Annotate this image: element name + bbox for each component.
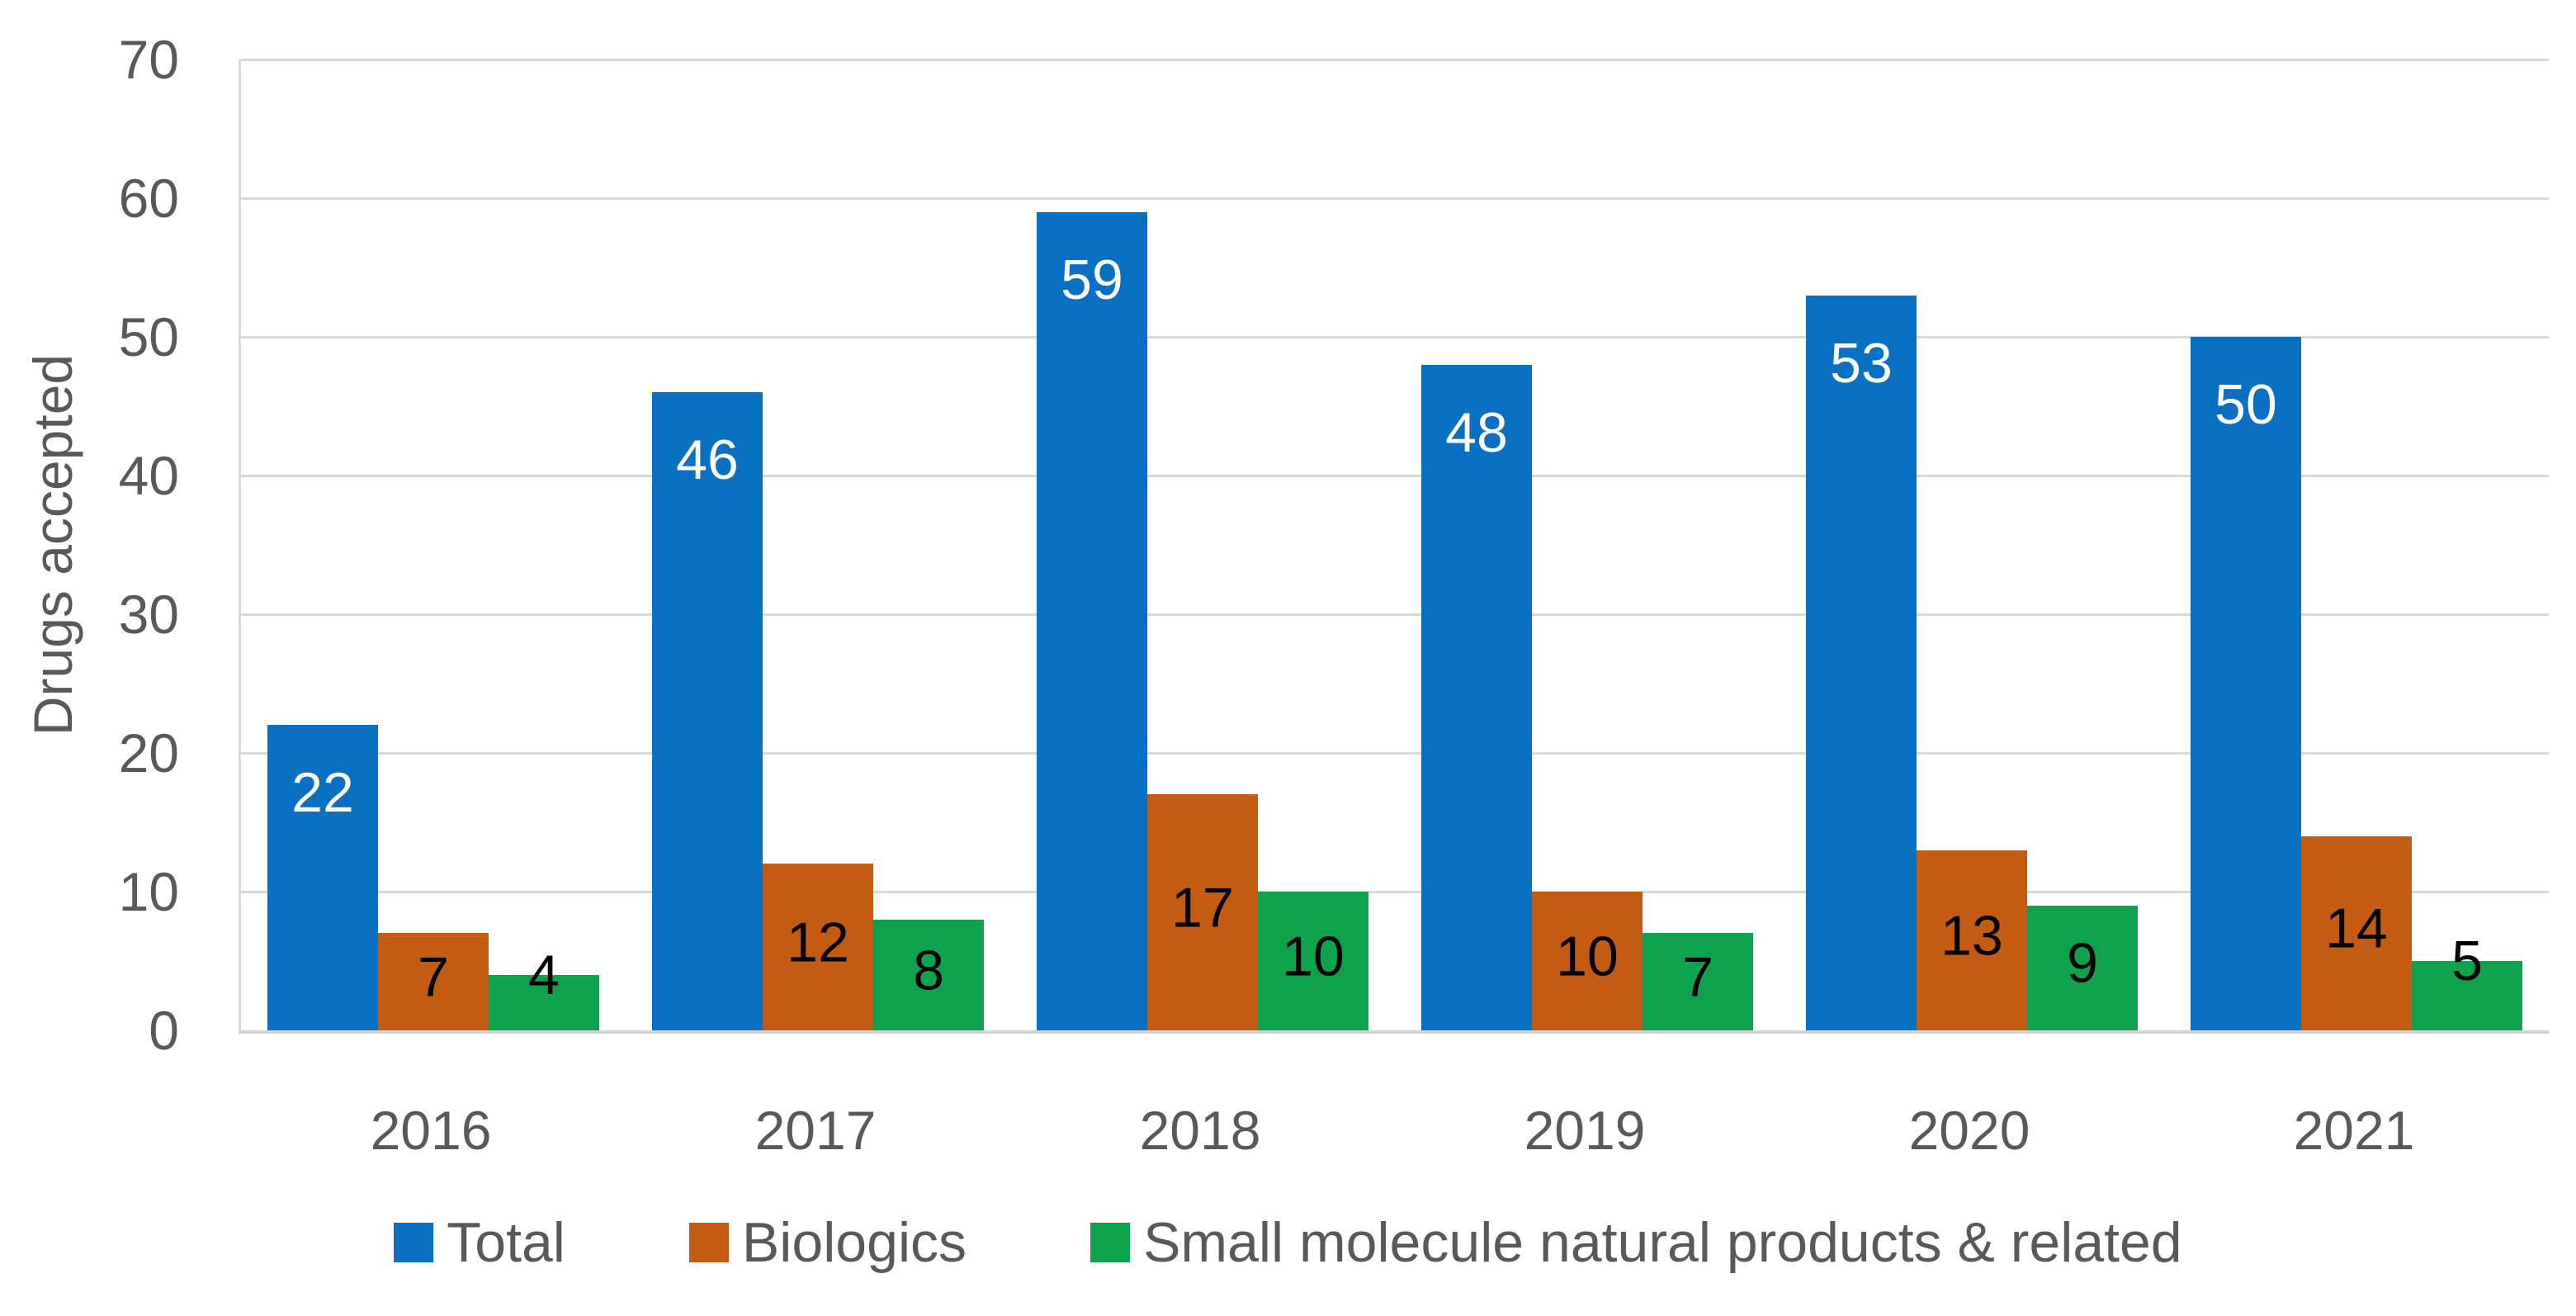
bar-small-molecule-natural-products-related-2017: 8 [873, 919, 984, 1030]
bar-value-label: 14 [2325, 897, 2388, 960]
bar-small-molecule-natural-products-related-2021: 5 [2412, 933, 2522, 1030]
bar-value-label: 12 [787, 911, 849, 974]
bar-value-label: 50 [2214, 373, 2277, 436]
x-axis-tick-label-2016: 2016 [370, 1100, 492, 1161]
bar-value-label: 5 [2451, 930, 2483, 992]
gridline-30 [241, 613, 2549, 616]
x-axis-tick-label-2019: 2019 [1524, 1100, 1646, 1161]
y-axis-tick-label-70: 70 [118, 29, 179, 90]
bar-value-label: 10 [1556, 925, 1619, 988]
x-axis-tick-label-2018: 2018 [1139, 1100, 1261, 1161]
bar-small-molecule-natural-products-related-2016: 4 [489, 947, 599, 1030]
bar-value-label: 7 [1682, 945, 1713, 1009]
plot-area: 22 7 4 46 12 8 59 17 10 48 10 7 53 13 9 50 14 5 [239, 59, 2549, 1034]
y-axis-tick-label-10: 10 [118, 861, 179, 922]
y-axis-tick-label-0: 0 [149, 1000, 179, 1061]
gridline-70 [241, 59, 2549, 61]
bar-biologics-2020: 13 [1917, 850, 2027, 1030]
y-axis-tick-label-20: 20 [118, 722, 179, 783]
bar-total-2019: 48 [1421, 364, 1532, 1030]
legend-item-small-molecule-natural-products-related: Small molecule natural products & relate… [1090, 1212, 2182, 1274]
gridline-10 [241, 891, 2549, 893]
bar-small-molecule-natural-products-related-2020: 9 [2027, 905, 2138, 1030]
legend-swatch-biologics [688, 1223, 729, 1263]
y-axis-tick-label-60: 60 [118, 168, 179, 229]
bar-biologics-2021: 14 [2301, 836, 2412, 1030]
bar-value-label: 53 [1830, 331, 1893, 395]
y-axis-tick-label-40: 40 [118, 445, 179, 506]
bar-value-label: 13 [1940, 904, 2003, 968]
bar-total-2020: 53 [1806, 295, 1917, 1030]
bar-biologics-2017: 12 [763, 864, 873, 1030]
bar-value-label: 8 [913, 939, 944, 1002]
bar-total-2018: 59 [1037, 211, 1147, 1030]
bar-value-label: 10 [1282, 925, 1345, 988]
bar-value-label: 4 [528, 943, 560, 1006]
bar-biologics-2016: 7 [378, 933, 489, 1030]
gridline-40 [241, 475, 2549, 477]
bar-small-molecule-natural-products-related-2018: 10 [1258, 892, 1368, 1030]
x-axis-tick-label-2017: 2017 [754, 1100, 877, 1161]
legend-label: Biologics [741, 1211, 967, 1274]
legend-item-total: Total [394, 1212, 565, 1274]
bar-small-molecule-natural-products-related-2019: 7 [1642, 933, 1753, 1030]
y-axis-title: Drugs accepted [22, 353, 83, 736]
bar-total-2017: 46 [652, 392, 763, 1030]
bar-value-label: 17 [1171, 876, 1234, 940]
bar-value-label: 7 [418, 945, 449, 1009]
y-axis-tick-label-30: 30 [118, 584, 179, 645]
gridline-60 [241, 197, 2549, 200]
legend-item-biologics: Biologics [688, 1211, 967, 1274]
bar-total-2016: 22 [267, 725, 378, 1030]
gridline-50 [241, 336, 2549, 338]
bar-value-label: 48 [1445, 400, 1508, 464]
bar-total-2021: 50 [2191, 337, 2301, 1030]
x-axis-tick-label-2021: 2021 [2293, 1100, 2415, 1161]
gridline-20 [241, 752, 2549, 755]
legend-swatch-total [394, 1223, 434, 1263]
bar-biologics-2018: 17 [1147, 794, 1258, 1030]
y-axis-tick-label-50: 50 [118, 306, 179, 367]
bar-value-label: 9 [2067, 931, 2098, 995]
legend-label: Small molecule natural products & relate… [1143, 1211, 2182, 1274]
bar-value-label: 59 [1061, 248, 1123, 311]
legend-swatch-small-molecule-natural-products-related [1090, 1223, 1131, 1263]
bar-value-label: 22 [291, 761, 354, 825]
x-axis-tick-label-2020: 2020 [1908, 1100, 2030, 1161]
legend-label: Total [447, 1211, 565, 1274]
legend: Total Biologics Small molecule natural pro… [0, 1212, 2576, 1274]
bar-biologics-2019: 10 [1532, 892, 1642, 1030]
bar-value-label: 46 [676, 428, 739, 492]
